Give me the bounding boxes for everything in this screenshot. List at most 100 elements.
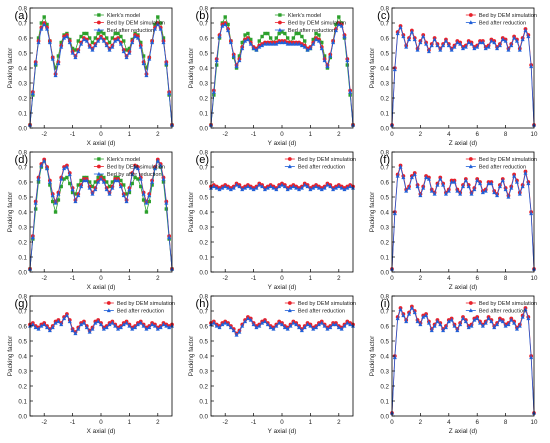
data-point [211, 320, 216, 325]
x-tick-label: 2 [337, 131, 341, 138]
data-point [486, 316, 491, 321]
data-point [107, 47, 112, 52]
data-point [503, 38, 508, 43]
data-point [234, 64, 239, 69]
data-point [107, 40, 112, 45]
data-point [144, 200, 149, 205]
data-point [84, 325, 89, 330]
data-point [529, 211, 534, 216]
data-point [226, 322, 231, 327]
y-tick-label: 0.8 [380, 293, 389, 300]
data-point [87, 36, 92, 40]
data-point [526, 34, 531, 39]
chart-panel-9: 0.0 0.1 0.2 0.3 0.4 0.5 0.6 0.7 0.8 0 2 4 6 8 10 Z axia… [369, 293, 538, 435]
data-point [316, 185, 321, 190]
data-point [305, 322, 310, 327]
y-tick-label: 0.8 [380, 5, 389, 12]
data-point [443, 191, 448, 196]
data-point [268, 36, 273, 40]
data-point [421, 34, 426, 39]
data-point [311, 41, 316, 46]
data-point [144, 66, 149, 70]
data-point [228, 325, 233, 330]
data-point [472, 317, 477, 322]
legend-label: Bed after reduction [479, 21, 526, 27]
data-point [277, 31, 281, 36]
data-point [443, 38, 448, 43]
data-point [214, 63, 219, 67]
data-point [285, 326, 290, 331]
data-point [274, 187, 279, 192]
data-point [263, 31, 267, 36]
data-point [345, 58, 350, 63]
data-point [472, 187, 477, 192]
data-point [155, 158, 160, 163]
data-point [84, 38, 89, 43]
data-point [274, 36, 279, 40]
data-point [480, 190, 485, 195]
data-point [211, 89, 216, 94]
data-point [291, 184, 296, 189]
data-point [336, 184, 341, 189]
y-tick-label: 0.7 [380, 20, 389, 27]
legend-label: Bed by DEM simulation [479, 157, 537, 163]
data-point [122, 39, 126, 43]
data-point [401, 313, 406, 318]
data-point [395, 316, 400, 321]
x-tick-label: -1 [251, 131, 257, 138]
data-point [139, 40, 143, 45]
y-tick-label: 0.3 [18, 224, 27, 231]
x-tick-label: 0 [280, 419, 284, 426]
data-point [130, 40, 135, 45]
data-point [480, 323, 485, 328]
data-point [495, 322, 500, 327]
data-point [79, 178, 83, 183]
data-point [121, 193, 126, 198]
y-tick-label: 0.0 [18, 125, 27, 132]
data-point [73, 55, 78, 60]
data-point [475, 44, 480, 49]
x-tick-label: 8 [504, 275, 508, 282]
data-point [348, 184, 353, 189]
y-tick-label: 0.3 [199, 224, 208, 231]
data-point [283, 31, 287, 36]
data-point [153, 22, 157, 27]
data-point [254, 185, 259, 190]
data-point [523, 28, 528, 33]
data-point [285, 187, 290, 192]
data-point [489, 38, 494, 43]
data-point [33, 61, 38, 66]
data-point [466, 325, 471, 330]
data-point [161, 40, 166, 45]
y-tick-label: 0.4 [18, 209, 27, 216]
data-point [446, 188, 451, 193]
data-point [226, 28, 231, 33]
legend: Bed by DEM simulation Bed after reduction [103, 301, 175, 315]
data-point [67, 40, 72, 45]
data-point [262, 187, 267, 192]
x-tick-label: 1 [128, 131, 132, 138]
x-tick-label: 2 [156, 275, 160, 282]
data-point [220, 23, 225, 28]
data-point [73, 331, 78, 336]
data-point [53, 200, 58, 205]
y-tick-label: 0.0 [199, 413, 208, 420]
data-point [70, 50, 75, 55]
x-tick-label: 10 [531, 275, 538, 282]
data-point [87, 180, 92, 184]
legend: Bed by DEM simulation Bed after reduction [284, 301, 356, 315]
data-point [248, 317, 253, 322]
y-tick-label: 0.6 [199, 179, 208, 186]
data-point [331, 322, 336, 327]
data-point [96, 31, 100, 36]
data-point [101, 326, 106, 331]
data-point [395, 31, 400, 36]
data-point [36, 40, 41, 45]
chart-panel-2: 0.0 0.1 0.2 0.3 0.4 0.5 0.6 0.7 0.8 -2 -1 0 1 2 Y axia… [188, 5, 355, 147]
y-tick-label: 0.6 [199, 35, 208, 42]
data-point [461, 184, 465, 189]
y-tick-label: 0.1 [18, 110, 27, 117]
data-point [348, 89, 353, 94]
x-tick-label: -1 [70, 131, 76, 138]
data-point [325, 326, 330, 331]
